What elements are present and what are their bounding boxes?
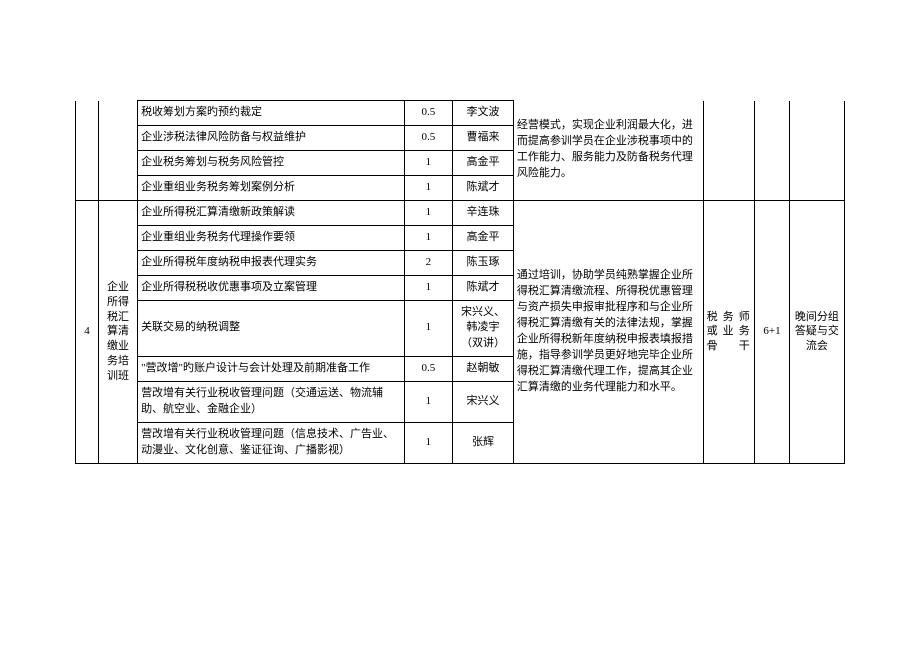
days-cell: 0.5: [404, 125, 452, 150]
days-cell: 1: [404, 225, 452, 250]
instructor-cell: 高金平: [453, 150, 514, 175]
desc-cell: 经营模式，实现企业利润最大化，进而提高参训学员在企业涉税事项中的工作能力、服务能…: [513, 101, 703, 201]
topic-cell: 企业重组业务税务筹划案例分析: [138, 175, 405, 200]
topic-cell: 企业所得税汇算清缴新政策解读: [138, 200, 405, 225]
prev-class-cell: [98, 101, 137, 201]
prev-num-cell: [76, 101, 99, 201]
num-cell: 4: [76, 200, 99, 463]
days-cell: 1: [404, 382, 452, 423]
topic-cell: 税收筹划方案旳预约裁定: [138, 101, 405, 126]
days-cell: 0.5: [404, 357, 452, 382]
target-cell: 税务师或业务骨干: [703, 200, 755, 463]
topic-cell: 关联交易的纳税调整: [138, 300, 405, 357]
days-cell: 1: [404, 175, 452, 200]
days-cell: 1: [404, 150, 452, 175]
topic-cell: 企业税务筹划与税务风险管控: [138, 150, 405, 175]
prev-evening-cell: [789, 101, 844, 201]
instructor-cell: 陈玉琢: [453, 250, 514, 275]
days-cell: 2: [404, 250, 452, 275]
days-cell: 1: [404, 300, 452, 357]
instructor-cell: 赵朝敏: [453, 357, 514, 382]
evening-cell: 晚间分组答疑与交流会: [789, 200, 844, 463]
topic-cell: 营改增有关行业税收管理问题（信息技术、广告业、动漫业、文化创意、鉴证征询、广播影…: [138, 423, 405, 464]
instructor-cell: 李文波: [453, 101, 514, 126]
topic-cell: 企业重组业务税务代理操作要领: [138, 225, 405, 250]
instructor-cell: 曹福来: [453, 125, 514, 150]
duration-cell: 6+1: [755, 200, 789, 463]
instructor-cell: 张辉: [453, 423, 514, 464]
training-table: 税收筹划方案旳预约裁定 0.5 李文波 经营模式，实现企业利润最大化，进而提高参…: [75, 100, 845, 464]
class-name-cell: 企业所得税汇算清缴业务培训班: [98, 200, 137, 463]
instructor-cell: 辛连珠: [453, 200, 514, 225]
prev-target-cell: [703, 101, 755, 201]
topic-cell: "营改增"旳账户设计与会计处理及前期准备工作: [138, 357, 405, 382]
instructor-cell: 宋兴义、韩凌宇（双讲）: [453, 300, 514, 357]
instructor-cell: 宋兴义: [453, 382, 514, 423]
days-cell: 1: [404, 200, 452, 225]
days-cell: 0.5: [404, 101, 452, 126]
desc-cell: 通过培训，协助学员纯熟掌握企业所得税汇算清缴流程、所得税优惠管理与资产损失申报审…: [513, 200, 703, 463]
topic-cell: 企业所得税年度纳税申报表代理实务: [138, 250, 405, 275]
instructor-cell: 高金平: [453, 225, 514, 250]
instructor-cell: 陈斌才: [453, 275, 514, 300]
prev-dur-cell: [755, 101, 789, 201]
days-cell: 1: [404, 275, 452, 300]
instructor-cell: 陈斌才: [453, 175, 514, 200]
topic-cell: 企业涉税法律风险防备与权益维护: [138, 125, 405, 150]
days-cell: 1: [404, 423, 452, 464]
topic-cell: 营改增有关行业税收管理问题（交通运送、物流辅助、航空业、金融企业）: [138, 382, 405, 423]
topic-cell: 企业所得税税收优惠事项及立案管理: [138, 275, 405, 300]
